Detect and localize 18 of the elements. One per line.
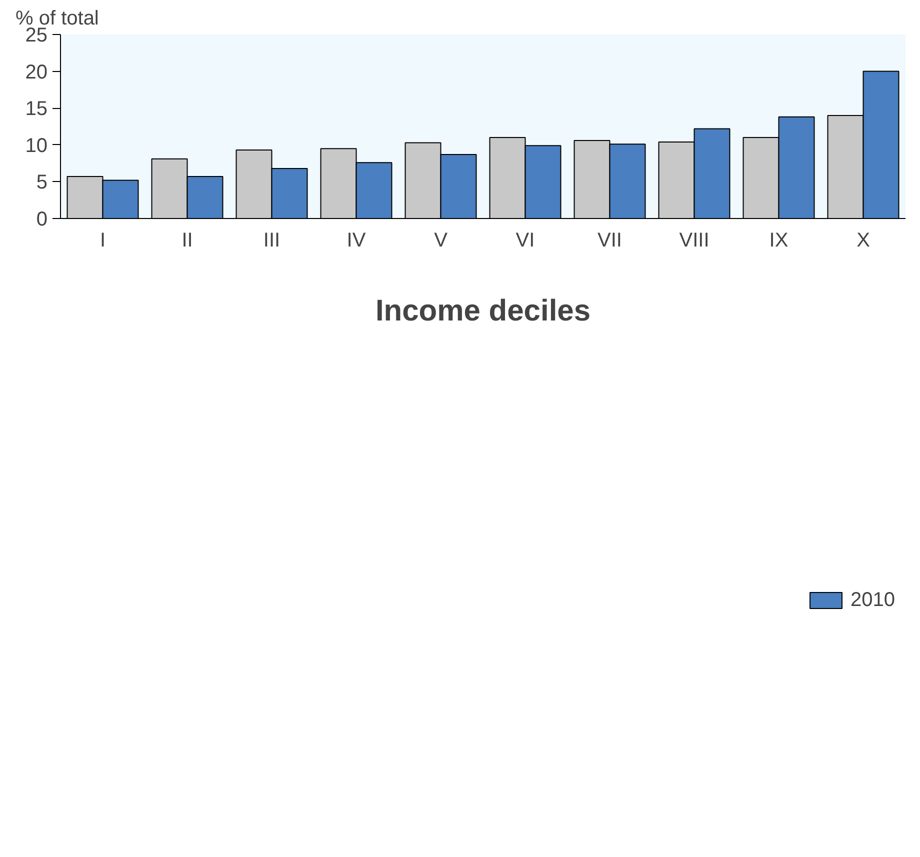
y-tick-label: 15 — [25, 98, 48, 120]
x-tick-label: IV — [346, 230, 366, 252]
x-tick-label: III — [263, 230, 280, 252]
y-tick-label: 25 — [25, 24, 48, 46]
x-tick-label: VIII — [679, 230, 710, 252]
x-tick-label: X — [856, 230, 870, 252]
x-tick-label: I — [100, 230, 106, 252]
x-tick-label: VI — [516, 230, 535, 252]
x-axis-title: Income deciles — [375, 294, 591, 328]
x-tick-label: IX — [769, 230, 788, 252]
y-tick-label: 0 — [36, 208, 48, 230]
x-tick-label: VII — [598, 230, 622, 252]
x-tick-label: II — [182, 230, 193, 252]
y-tick-label: 20 — [25, 61, 48, 84]
y-tick-label: 5 — [36, 172, 48, 194]
x-tick-label: V — [434, 230, 448, 252]
legend-label: 2010 — [850, 588, 895, 612]
y-tick-label: 10 — [25, 134, 48, 157]
